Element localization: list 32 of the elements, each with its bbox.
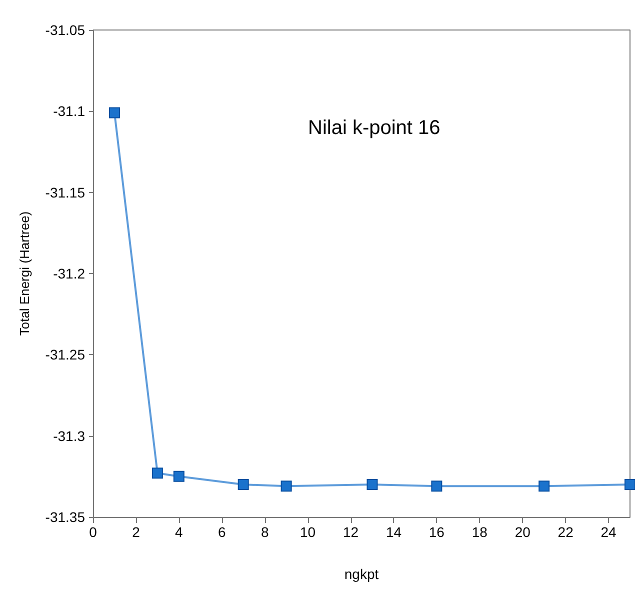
x-tick-label: 10 [300,524,316,540]
x-axis-title: ngkpt [344,566,379,582]
x-tick-label: 16 [428,524,445,540]
point [173,470,184,482]
y-axis-title: Total Energi (Hartree) [17,211,32,336]
point [538,480,550,492]
point [238,479,249,490]
y-tick-label: -31.2 [53,266,86,282]
x-tick-label: 4 [175,524,184,540]
x-tick-label: 12 [342,524,359,540]
y-tick-label: -31.35 [45,509,86,525]
point [624,479,635,490]
y-tick-label: -31.1 [53,103,86,120]
y-tick-label: -31.3 [53,428,86,444]
y-tick-label: -31.15 [45,184,86,200]
point [108,107,120,118]
x-tick-label: 22 [558,524,574,540]
x-tick-label: 2 [132,524,140,540]
point [152,468,163,479]
x-tick-label: 8 [260,524,269,540]
point [280,480,292,492]
y-tick-label: -31.05 [45,22,86,38]
x-tick-label: 6 [218,524,226,540]
annotation: Nilai k-point 16 [308,117,440,139]
x-tick-label: 24 [600,524,617,540]
y-tick-label: -31.25 [45,346,86,363]
x-tick-label: 18 [472,524,488,540]
x-tick-label: 14 [386,524,402,540]
point [366,479,378,490]
x-tick-label: 0 [89,524,98,540]
point [431,480,442,492]
x-tick-label: 20 [514,524,531,540]
